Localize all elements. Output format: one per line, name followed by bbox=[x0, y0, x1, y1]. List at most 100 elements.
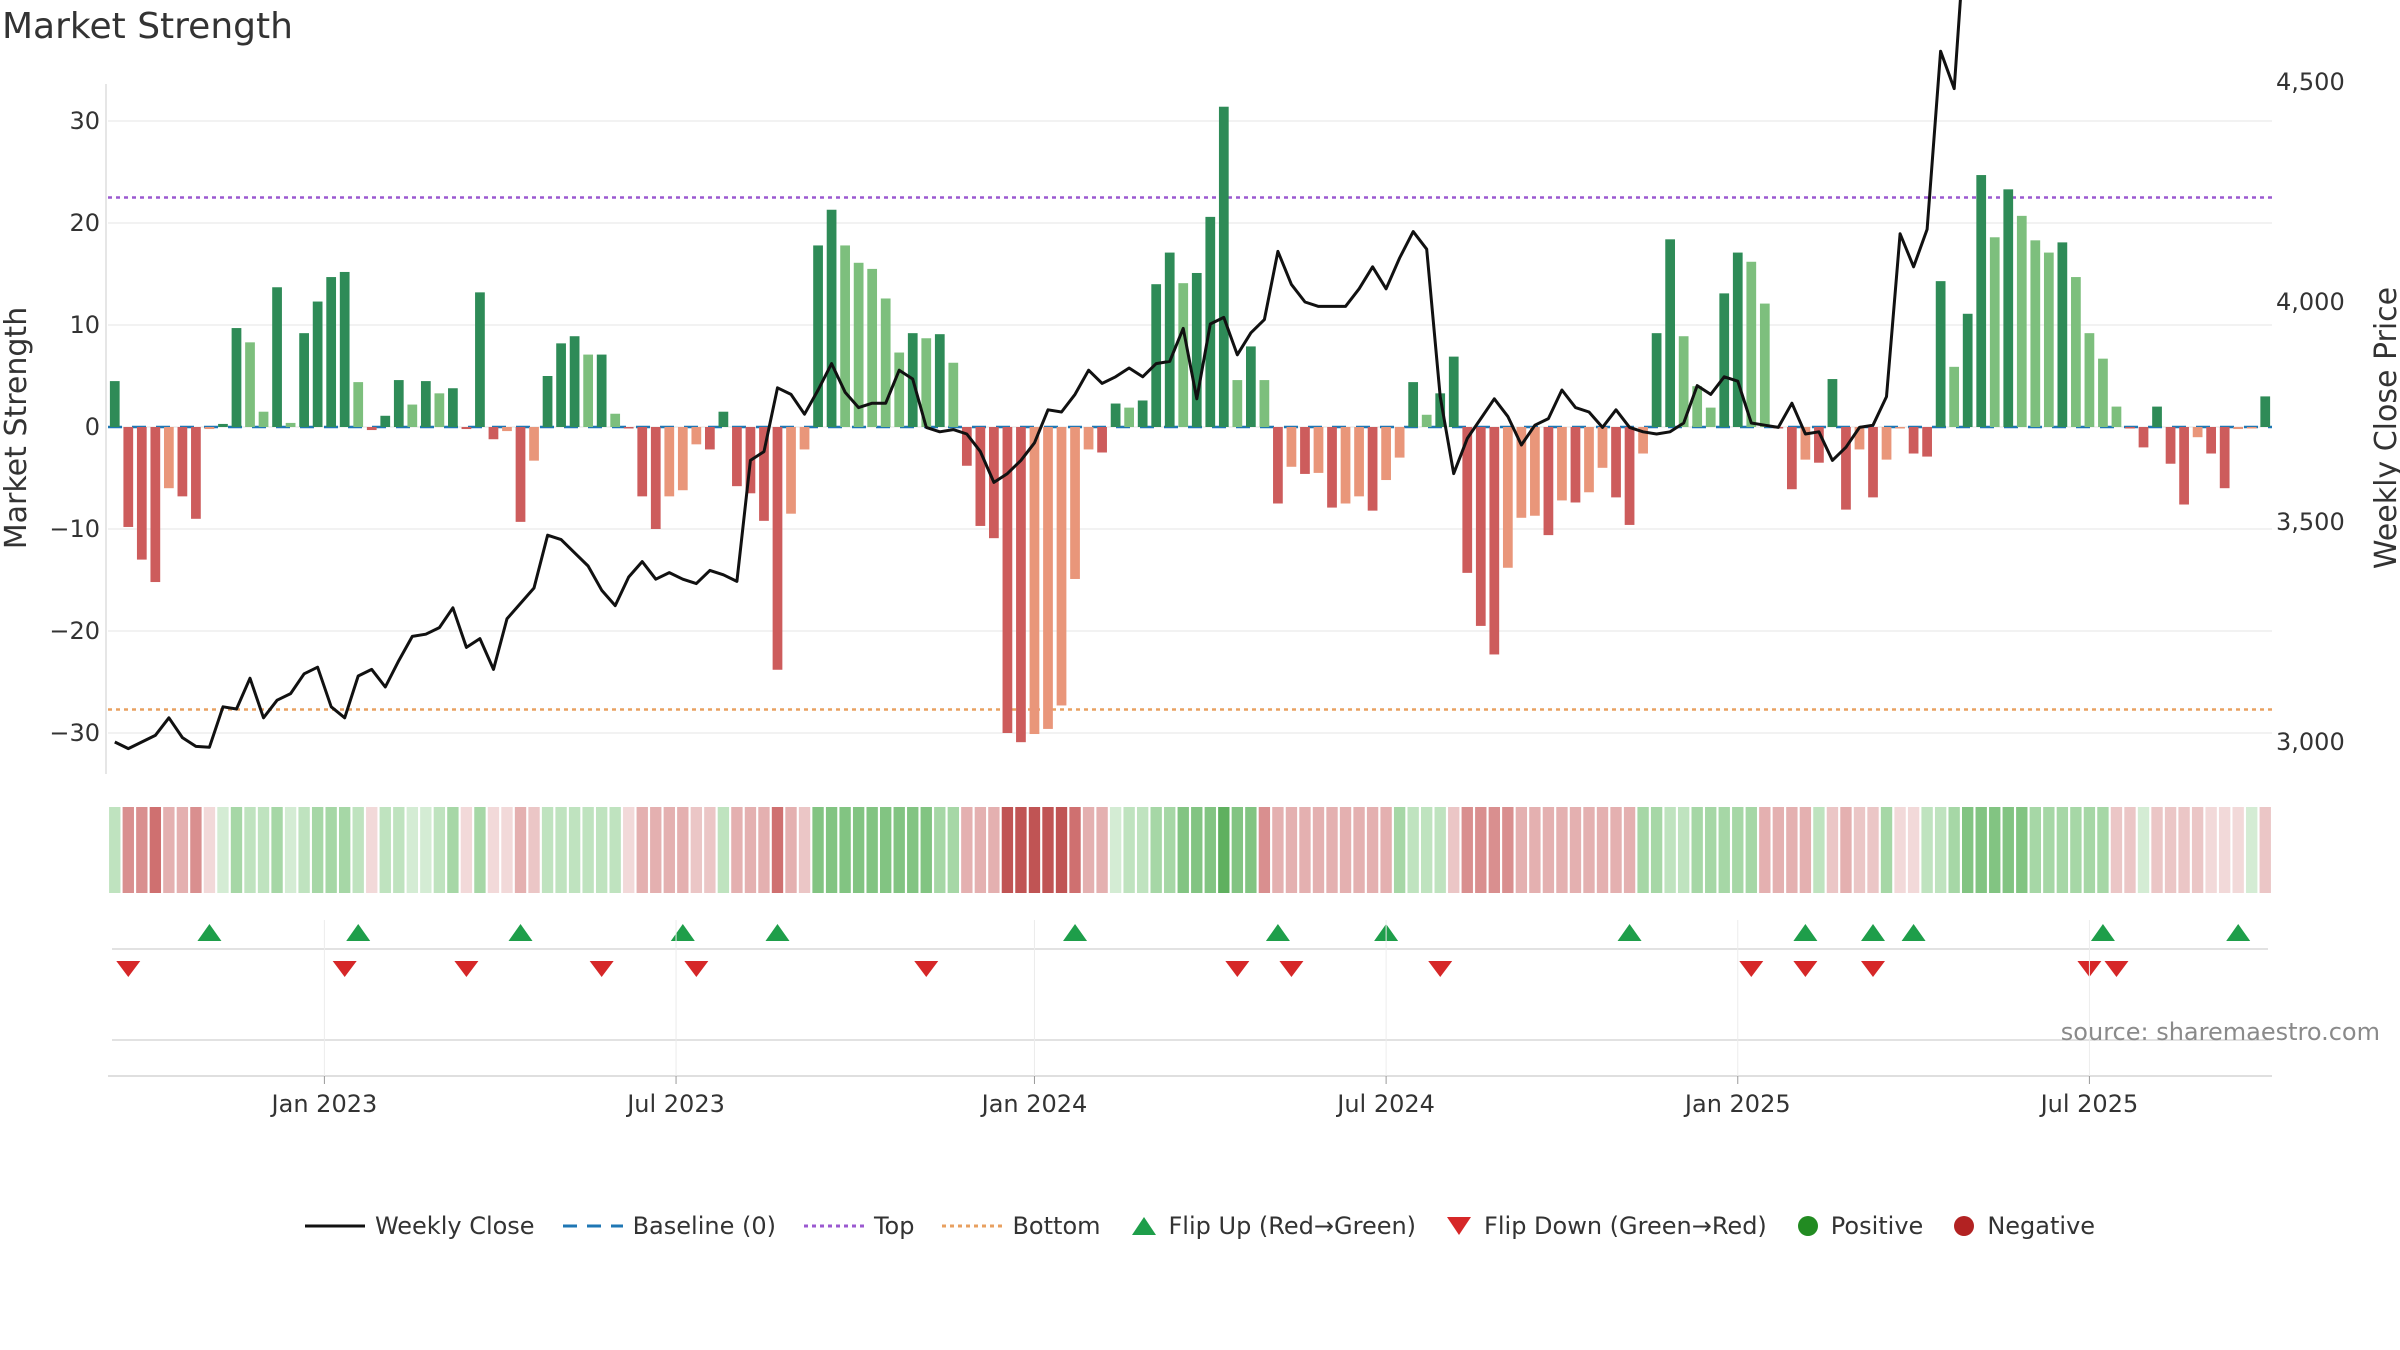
strength-bar bbox=[191, 427, 201, 519]
strength-bar bbox=[1137, 400, 1148, 427]
strength-bar bbox=[1746, 261, 1757, 427]
left-tick-label: −10 bbox=[49, 515, 100, 543]
strength-bar bbox=[853, 262, 864, 427]
status-cell bbox=[2043, 807, 2055, 893]
flip-down-marker bbox=[116, 961, 141, 977]
status-cell bbox=[2246, 807, 2258, 893]
left-axis-title: Market Strength bbox=[0, 307, 34, 549]
strength-bar bbox=[2003, 189, 2014, 427]
status-cell bbox=[974, 807, 987, 893]
right-axis-title: Weekly Close Price bbox=[2369, 287, 2400, 569]
status-cell bbox=[2164, 807, 2177, 893]
strength-bar bbox=[2233, 427, 2244, 430]
strength-bar bbox=[1232, 380, 1243, 427]
status-cell bbox=[1028, 807, 1041, 893]
status-cell bbox=[230, 807, 243, 893]
status-cell bbox=[1150, 807, 1162, 893]
weekly-close-line bbox=[114, 0, 1962, 751]
status-cell bbox=[623, 807, 635, 893]
strength-bar bbox=[1665, 239, 1676, 427]
strength-bar bbox=[285, 422, 296, 427]
strength-bar bbox=[1962, 313, 1973, 427]
status-cell bbox=[1745, 807, 1757, 893]
flip-down-marker bbox=[332, 961, 357, 977]
date-tick-label: Jan 2025 bbox=[1683, 1090, 1791, 1118]
strength-bar bbox=[1638, 427, 1648, 454]
strength-bar bbox=[718, 411, 729, 427]
strength-bar bbox=[1205, 216, 1216, 427]
legend-bottom[interactable]: Bottom bbox=[942, 1212, 1101, 1240]
flip-down-marker bbox=[1279, 961, 1304, 977]
strength-bar bbox=[123, 427, 134, 527]
status-cell bbox=[663, 807, 675, 893]
status-cell bbox=[474, 807, 486, 893]
status-cell bbox=[1421, 807, 1433, 893]
status-cell bbox=[1448, 807, 1460, 893]
status-cell bbox=[609, 807, 621, 893]
status-cell bbox=[2070, 807, 2082, 893]
strength-bar bbox=[691, 427, 702, 445]
status-cell bbox=[487, 807, 500, 893]
strength-bar bbox=[326, 277, 337, 427]
legend-baseline[interactable]: Baseline (0) bbox=[562, 1212, 776, 1240]
strength-bar bbox=[1043, 427, 1053, 729]
strength-bar bbox=[1814, 427, 1824, 463]
strength-bar bbox=[961, 427, 972, 466]
strength-bar bbox=[1868, 427, 1878, 498]
status-cell bbox=[1042, 807, 1054, 893]
status-cell bbox=[1136, 807, 1149, 893]
status-cell bbox=[2110, 807, 2123, 893]
strength-bar bbox=[1191, 272, 1202, 427]
status-cell bbox=[1515, 807, 1528, 893]
status-cell bbox=[2124, 807, 2136, 893]
flip-down-marker bbox=[589, 961, 614, 977]
status-cell bbox=[298, 807, 310, 893]
status-cell bbox=[2259, 807, 2271, 893]
status-cell bbox=[433, 807, 446, 893]
status-cell bbox=[1001, 807, 1014, 893]
strength-bar bbox=[610, 413, 621, 427]
status-cell bbox=[1610, 807, 1622, 893]
flip-up-marker bbox=[508, 924, 533, 941]
status-cell bbox=[1191, 807, 1203, 893]
status-cell bbox=[1569, 807, 1582, 893]
status-cell bbox=[1840, 807, 1852, 893]
legend-negative[interactable]: Negative bbox=[1951, 1212, 2095, 1240]
strength-bar bbox=[1584, 427, 1594, 493]
legend-flip-up[interactable]: Flip Up (Red→Green) bbox=[1129, 1212, 1416, 1240]
strength-bar bbox=[1029, 427, 1040, 735]
strength-bar bbox=[1922, 427, 1932, 457]
strength-bar bbox=[272, 287, 282, 427]
legend-weekly-close[interactable]: Weekly Close bbox=[304, 1212, 535, 1240]
strength-bar bbox=[1854, 427, 1865, 450]
strength-bar bbox=[880, 298, 891, 427]
strength-bar bbox=[1827, 379, 1838, 427]
strength-bar bbox=[1557, 427, 1567, 501]
status-cell bbox=[1894, 807, 1906, 893]
chart-title: Market Strength bbox=[2, 6, 293, 47]
flip-down-marker bbox=[1428, 961, 1453, 977]
status-cell bbox=[1502, 807, 1514, 893]
status-cell bbox=[866, 807, 878, 893]
strength-bar bbox=[1151, 284, 1162, 427]
status-cell bbox=[893, 807, 905, 893]
strength-bar bbox=[1327, 427, 1337, 508]
left-tick-label: 20 bbox=[69, 209, 100, 237]
strength-bar bbox=[732, 427, 742, 487]
flip-up-marker bbox=[1901, 924, 1926, 941]
legend-positive[interactable]: Positive bbox=[1795, 1212, 1923, 1240]
status-cell bbox=[1015, 807, 1027, 893]
status-cell bbox=[1245, 807, 1257, 893]
status-cell bbox=[1772, 807, 1785, 893]
status-cell bbox=[1813, 807, 1825, 893]
status-cell bbox=[1475, 807, 1487, 893]
status-cell bbox=[852, 807, 865, 893]
status-cell bbox=[1786, 807, 1798, 893]
reference-lines bbox=[108, 196, 2272, 711]
legend-flip-down[interactable]: Flip Down (Green→Red) bbox=[1444, 1212, 1767, 1240]
strength-bar bbox=[786, 427, 796, 514]
strength-bar bbox=[2057, 242, 2068, 427]
strength-bar bbox=[218, 423, 228, 427]
legend-top[interactable]: Top bbox=[803, 1212, 914, 1240]
